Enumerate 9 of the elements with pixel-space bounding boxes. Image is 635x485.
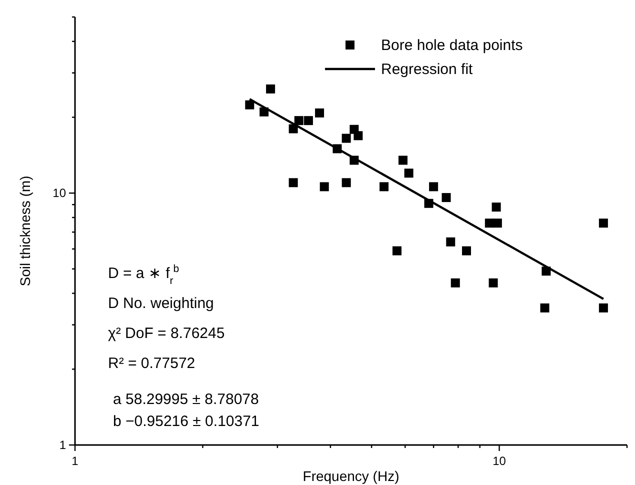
annotation: b −0.95216 ± 0.10371 (113, 413, 260, 430)
annotation: χ² DoF = 8.76245 (108, 325, 225, 342)
annotation: R² = 0.77572 (108, 355, 196, 372)
y-axis-title: Soil thickness (m) (17, 176, 33, 286)
x-axis-title: Frequency (Hz) (302, 468, 400, 484)
legend-label: Regression fit (381, 61, 474, 78)
annotation: a 58.29995 ± 8.78078 (113, 391, 259, 408)
legend-label: Bore hole data points (381, 37, 523, 54)
annotation: D No. weighting (108, 295, 214, 312)
